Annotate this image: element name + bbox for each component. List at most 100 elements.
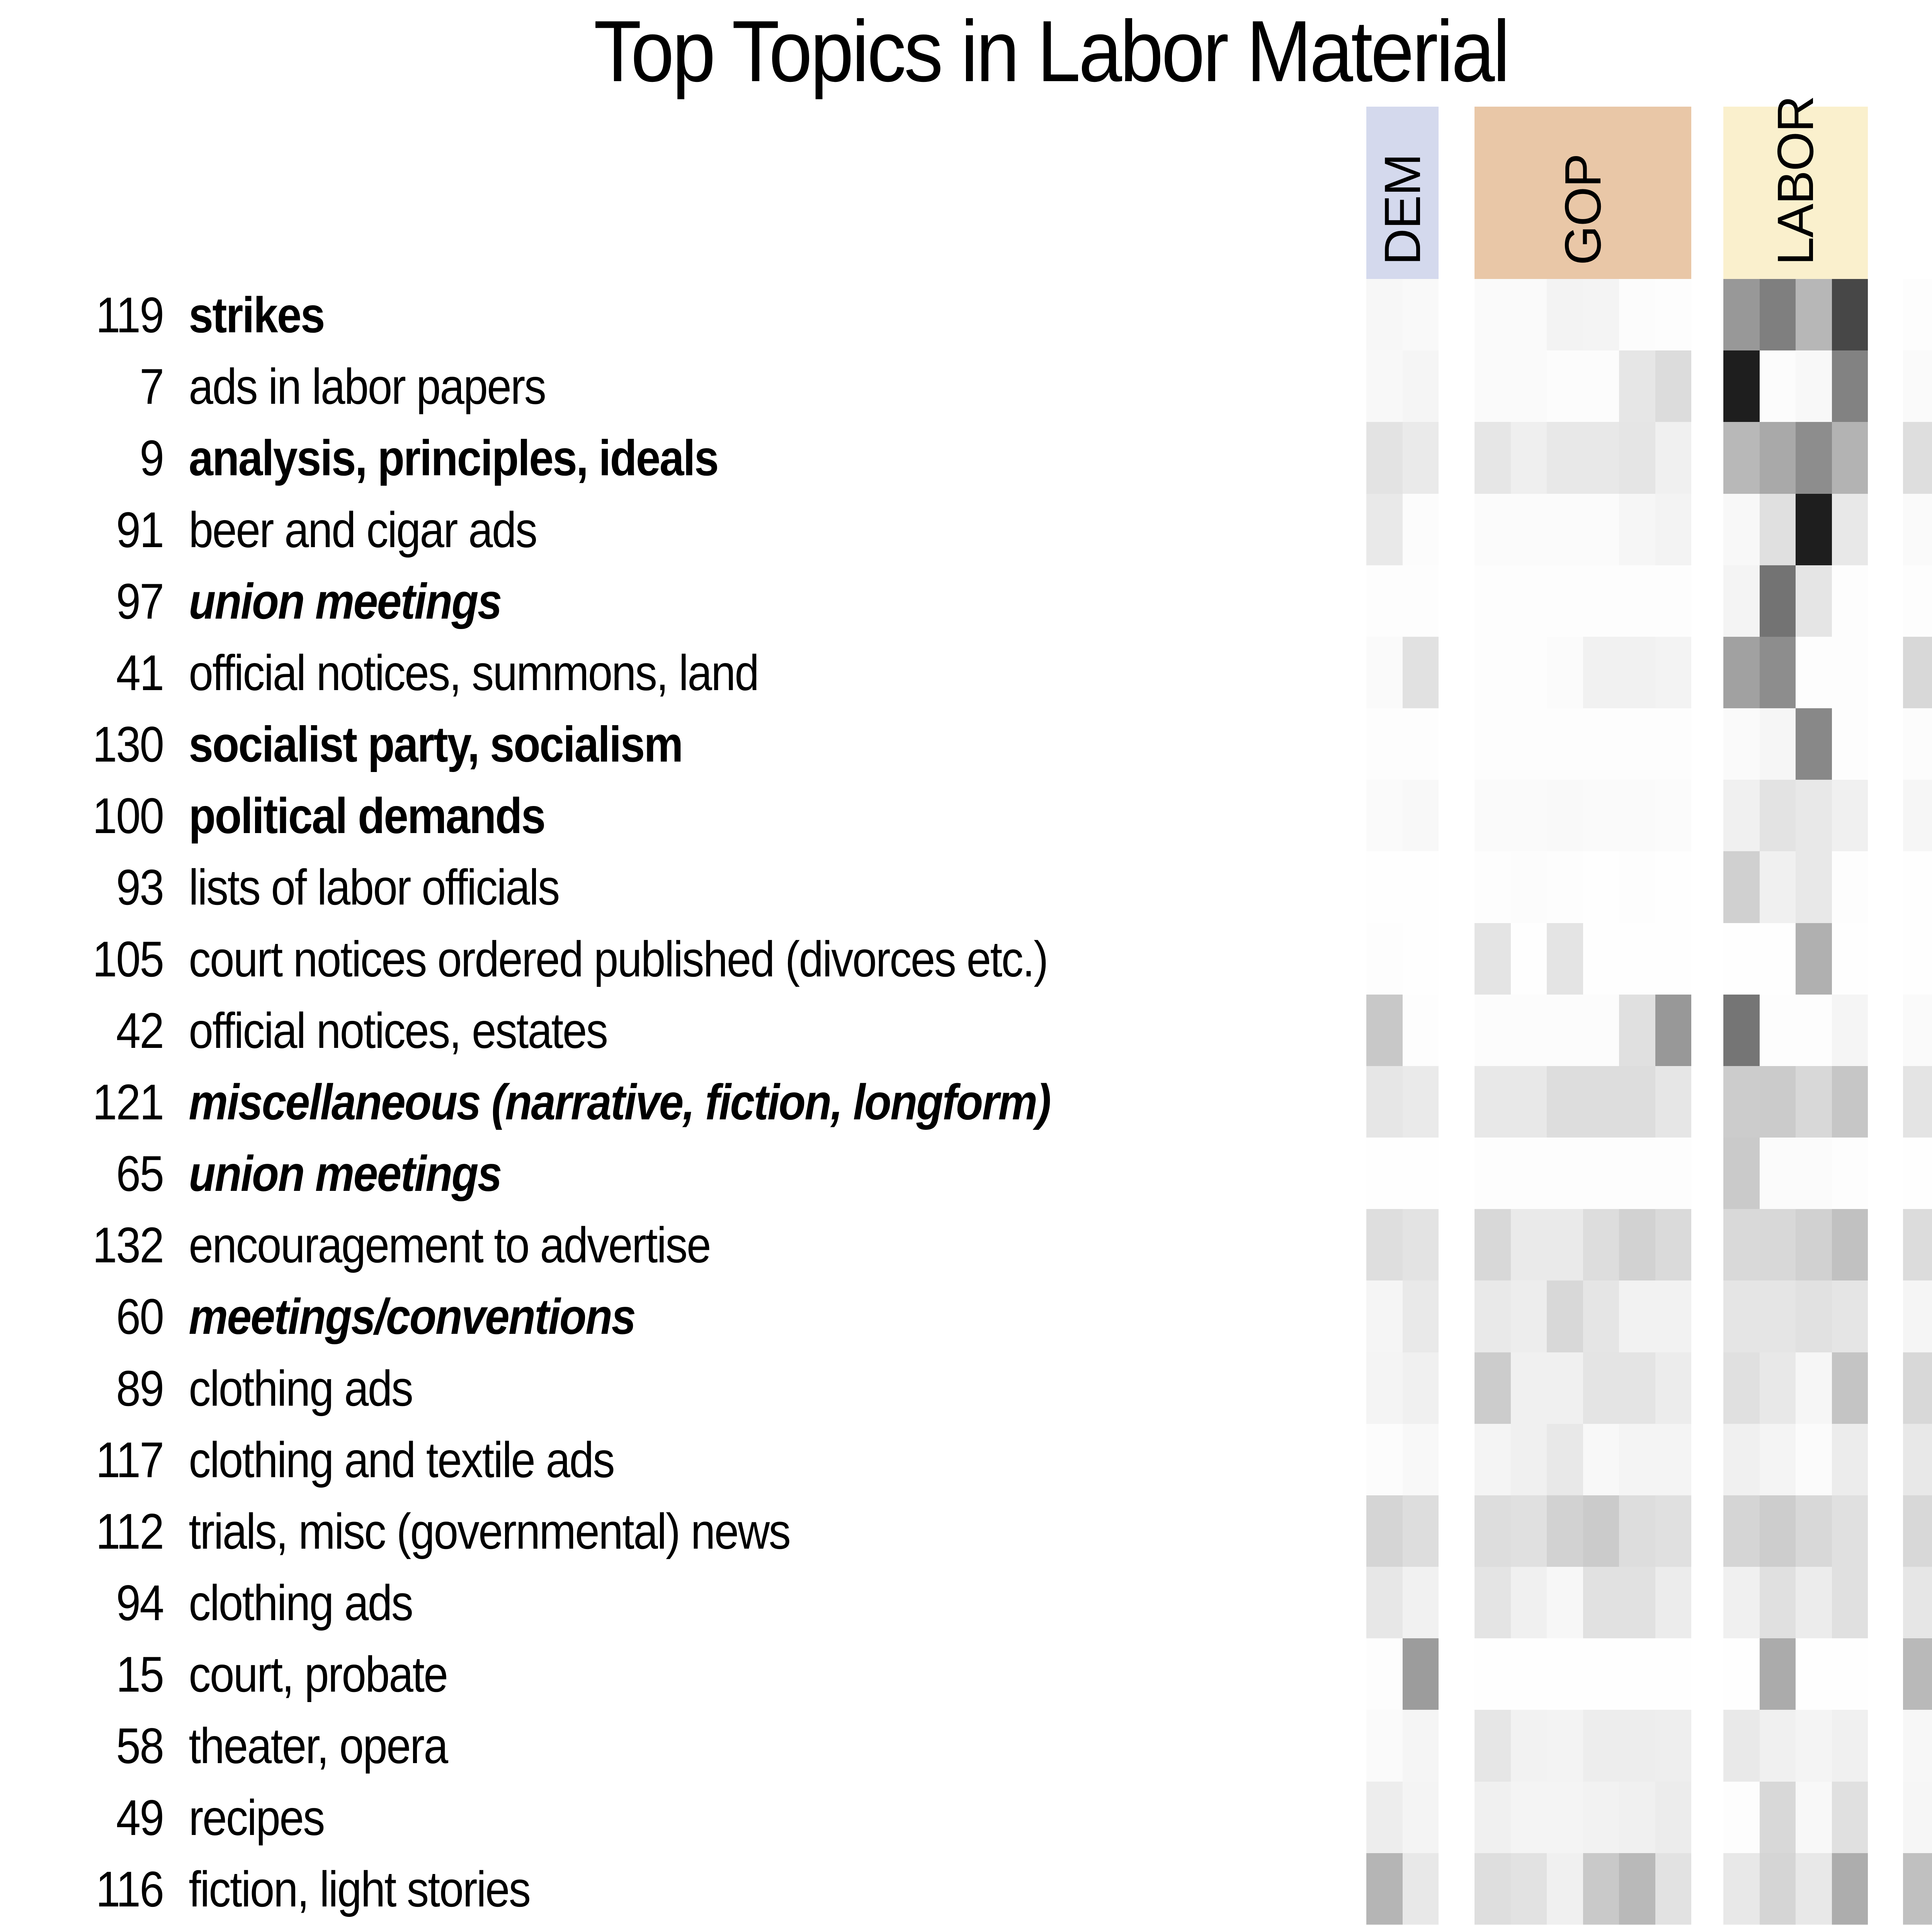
heatmap-cell-gop-r6-c5 — [1619, 636, 1655, 709]
topic-number: 94 — [116, 1575, 164, 1631]
heatmap-cell-gop-r7-c3 — [1547, 708, 1583, 780]
heatmap-cell-gop-r10-c5 — [1619, 923, 1655, 995]
column-header-dem: DEM — [1374, 154, 1431, 265]
heatmap-cell-labor-r21-c2 — [1759, 1710, 1796, 1782]
heatmap-cell-gop-r2-c1 — [1475, 350, 1511, 422]
heatmap-cell-labor-r4-c3 — [1796, 493, 1832, 565]
heatmap-cell-dem-r16-c2 — [1402, 1352, 1439, 1424]
heatmap-cell-labor-r6-c2 — [1759, 636, 1796, 709]
topic-label: clothing ads — [189, 1575, 413, 1631]
heatmap-cell-labor-r18-c4 — [1832, 1495, 1868, 1567]
heatmap-cell-dem-r22-c2 — [1402, 1781, 1439, 1853]
heatmap-cell-dem-r11-c2 — [1402, 994, 1439, 1066]
heatmap-cell-gop-r12-c6 — [1655, 1066, 1691, 1138]
heatmap-cell-labor-r10-c3 — [1796, 923, 1832, 995]
heatmap-cell-gop-r10-c4 — [1583, 923, 1619, 995]
heatmap-cell-gop-r8-c4 — [1583, 780, 1619, 852]
topic-label: court, probate — [189, 1646, 448, 1703]
topic-label: union meetings — [189, 1145, 502, 1202]
heatmap-cell-labor-r11-c4 — [1832, 994, 1868, 1066]
topic-label: clothing ads — [189, 1360, 413, 1417]
topic-label: court notices ordered published (divorce… — [189, 930, 1048, 987]
topic-label: official notices, summons, land — [189, 644, 759, 701]
heatmap-cell-dem-r1-c1 — [1366, 279, 1403, 351]
header-band-dem: DEM — [1366, 107, 1439, 279]
topic-number: 9 — [139, 430, 164, 486]
heatmap-cell-unaff-r16-c1 — [1903, 1352, 1932, 1424]
topic-number: 65 — [116, 1145, 164, 1202]
heatmap-cell-gop-r23-c6 — [1655, 1853, 1691, 1925]
topic-number: 49 — [116, 1789, 164, 1846]
heatmap-cell-labor-r3-c3 — [1796, 422, 1832, 494]
topic-label: lists of labor officials — [189, 859, 560, 916]
topic-label: encouragement to advertise — [189, 1217, 711, 1274]
heatmap-cell-unaff-r14-c1 — [1903, 1209, 1932, 1281]
heatmap-cell-dem-r19-c1 — [1366, 1567, 1403, 1639]
heatmap-cell-dem-r12-c2 — [1402, 1066, 1439, 1138]
heatmap-cell-dem-r2-c2 — [1402, 350, 1439, 422]
heatmap-cell-unaff-r17-c1 — [1903, 1423, 1932, 1495]
heatmap-cell-gop-r18-c2 — [1510, 1495, 1547, 1567]
heatmap-cell-labor-r15-c2 — [1759, 1280, 1796, 1352]
heatmap-cell-gop-r20-c2 — [1510, 1638, 1547, 1710]
heatmap-cell-labor-r20-c3 — [1796, 1638, 1832, 1710]
heatmap-cell-unaff-r10-c1 — [1903, 923, 1932, 995]
heatmap-cell-gop-r15-c5 — [1619, 1280, 1655, 1352]
topic-label: socialist party, socialism — [189, 716, 683, 773]
heatmap-cell-gop-r21-c3 — [1547, 1710, 1583, 1782]
heatmap-cell-labor-r17-c2 — [1759, 1423, 1796, 1495]
heatmap-cell-unaff-r2-c1 — [1903, 350, 1932, 422]
heatmap-cell-dem-r6-c2 — [1402, 636, 1439, 709]
header-band-labor: LABOR — [1723, 96, 1868, 279]
heatmap-cell-gop-r16-c5 — [1619, 1352, 1655, 1424]
heatmap-cell-dem-r6-c1 — [1366, 636, 1403, 709]
heatmap-cell-labor-r18-c3 — [1796, 1495, 1832, 1567]
heatmap-cell-labor-r21-c3 — [1796, 1710, 1832, 1782]
heatmap-cell-labor-r11-c2 — [1759, 994, 1796, 1066]
heatmap-cell-unaff-r8-c1 — [1903, 780, 1932, 852]
heatmap-cell-gop-r13-c4 — [1583, 1138, 1619, 1209]
heatmap-cell-labor-r8-c3 — [1796, 780, 1832, 852]
heatmap-cell-unaff-r6-c1 — [1903, 636, 1932, 709]
topic-number: 100 — [92, 787, 164, 844]
heatmap-cell-labor-r6-c1 — [1723, 636, 1760, 709]
heatmap-cell-gop-r22-c2 — [1510, 1781, 1547, 1853]
heatmap-cell-gop-r17-c6 — [1655, 1423, 1691, 1495]
heatmap-cell-gop-r20-c3 — [1547, 1638, 1583, 1710]
topic-number: 89 — [116, 1360, 164, 1417]
heatmap-cell-gop-r20-c5 — [1619, 1638, 1655, 1710]
heatmap-cell-labor-r16-c1 — [1723, 1352, 1760, 1424]
topic-label: trials, misc (governmental) news — [189, 1503, 791, 1559]
row-label: 42 official notices, estates — [0, 995, 1200, 1066]
topic-label: political demands — [189, 787, 546, 844]
heatmap-group-dem — [1366, 279, 1439, 1925]
heatmap-cell-labor-r14-c1 — [1723, 1209, 1760, 1281]
heatmap-cell-dem-r5-c2 — [1402, 565, 1439, 637]
heatmap-cell-labor-r14-c3 — [1796, 1209, 1832, 1281]
heatmap-cell-labor-r17-c1 — [1723, 1423, 1760, 1495]
heatmap-cell-labor-r2-c3 — [1796, 350, 1832, 422]
heatmap-cell-gop-r1-c6 — [1655, 279, 1691, 351]
heatmap-cell-labor-r13-c2 — [1759, 1138, 1796, 1209]
heatmap-cell-labor-r7-c3 — [1796, 708, 1832, 780]
heatmap-cell-dem-r13-c2 — [1402, 1138, 1439, 1209]
heatmap-cell-gop-r2-c5 — [1619, 350, 1655, 422]
heatmap-cell-gop-r8-c6 — [1655, 780, 1691, 852]
heatmap-cell-gop-r16-c1 — [1475, 1352, 1511, 1424]
heatmap-cell-dem-r1-c2 — [1402, 279, 1439, 351]
heatmap-cell-dem-r9-c1 — [1366, 851, 1403, 923]
heatmap-cell-labor-r18-c2 — [1759, 1495, 1796, 1567]
heatmap-cell-unaff-r19-c1 — [1903, 1567, 1932, 1639]
topic-label: union meetings — [189, 573, 502, 629]
heatmap-cell-labor-r10-c2 — [1759, 923, 1796, 995]
heatmap-cell-labor-r12-c1 — [1723, 1066, 1760, 1138]
heatmap-cell-labor-r3-c1 — [1723, 422, 1760, 494]
heatmap-cell-dem-r20-c1 — [1366, 1638, 1403, 1710]
heatmap-cell-dem-r20-c2 — [1402, 1638, 1439, 1710]
heatmap-cell-gop-r15-c3 — [1547, 1280, 1583, 1352]
heatmap-cell-dem-r23-c2 — [1402, 1853, 1439, 1925]
heatmap-cell-dem-r17-c1 — [1366, 1423, 1403, 1495]
heatmap-cell-labor-r17-c4 — [1832, 1423, 1868, 1495]
row-label: 15 court, probate — [0, 1638, 1200, 1710]
heatmap-cell-gop-r2-c2 — [1510, 350, 1547, 422]
